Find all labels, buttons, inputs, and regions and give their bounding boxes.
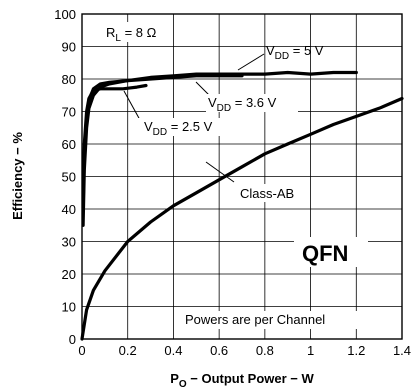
vdd5-label: VDD = 5 V: [266, 43, 324, 62]
y-axis-title: Efficiency − %: [10, 132, 25, 220]
y-tick-label: 70: [62, 105, 76, 120]
annotation-leaders: [123, 53, 265, 183]
x-tick-label: 0.4: [164, 343, 182, 358]
vdd25-label: VDD = 2.5 V: [144, 119, 213, 138]
x-tick-label: 1.2: [347, 343, 365, 358]
y-tick-label: 20: [62, 267, 76, 282]
x-tick-label: 1: [307, 343, 314, 358]
note-label-bg: [180, 311, 360, 329]
classab-label-bg: [236, 184, 304, 202]
y-tick-label: 40: [62, 202, 76, 217]
y-tick-label: 100: [54, 7, 76, 22]
leader-vdd5: [237, 53, 265, 71]
y-tick-label: 80: [62, 72, 76, 87]
package-label-bg: [294, 237, 368, 267]
classab-label: Class-AB: [240, 186, 294, 201]
series-line-3: [80, 96, 404, 341]
x-tick-labels: 0 0.2 0.4 0.6 0.8 1 1.2 1.4: [78, 343, 411, 358]
x-tick-label: 0.8: [256, 343, 274, 358]
x-tick-label: 0.6: [210, 343, 228, 358]
rl-label-bg: [104, 22, 170, 42]
x-tick-label: 0: [78, 343, 85, 358]
vdd36-label: VDD = 3.6 V: [208, 95, 277, 114]
y-tick-label: 30: [62, 235, 76, 250]
y-tick-label: 90: [62, 40, 76, 55]
series-line-2: [81, 83, 148, 198]
curves: [80, 70, 404, 341]
leader-vdd36: [195, 81, 211, 97]
y-tick-label: 10: [62, 300, 76, 315]
vdd36-label-bg: [206, 94, 298, 112]
grid-lines: [82, 14, 402, 339]
x-tick-label: 1.4: [393, 343, 411, 358]
leader-vdd25: [123, 90, 141, 121]
y-tick-labels: 0 10 20 30 40 50 60 70 80 90 100: [54, 7, 76, 347]
leader-classab: [205, 161, 235, 183]
plot-frame: [81, 13, 403, 340]
package-label: QFN: [302, 241, 348, 266]
note-label: Powers are per Channel: [185, 312, 325, 327]
vdd25-label-bg: [138, 118, 230, 136]
y-tick-label: 0: [69, 332, 76, 347]
x-tick-label: 0.2: [119, 343, 137, 358]
y-tick-label: 60: [62, 137, 76, 152]
rl-label: RL = 8 Ω: [106, 25, 157, 44]
y-tick-label: 50: [62, 170, 76, 185]
x-axis-title: PO − Output Power − W: [170, 371, 314, 388]
